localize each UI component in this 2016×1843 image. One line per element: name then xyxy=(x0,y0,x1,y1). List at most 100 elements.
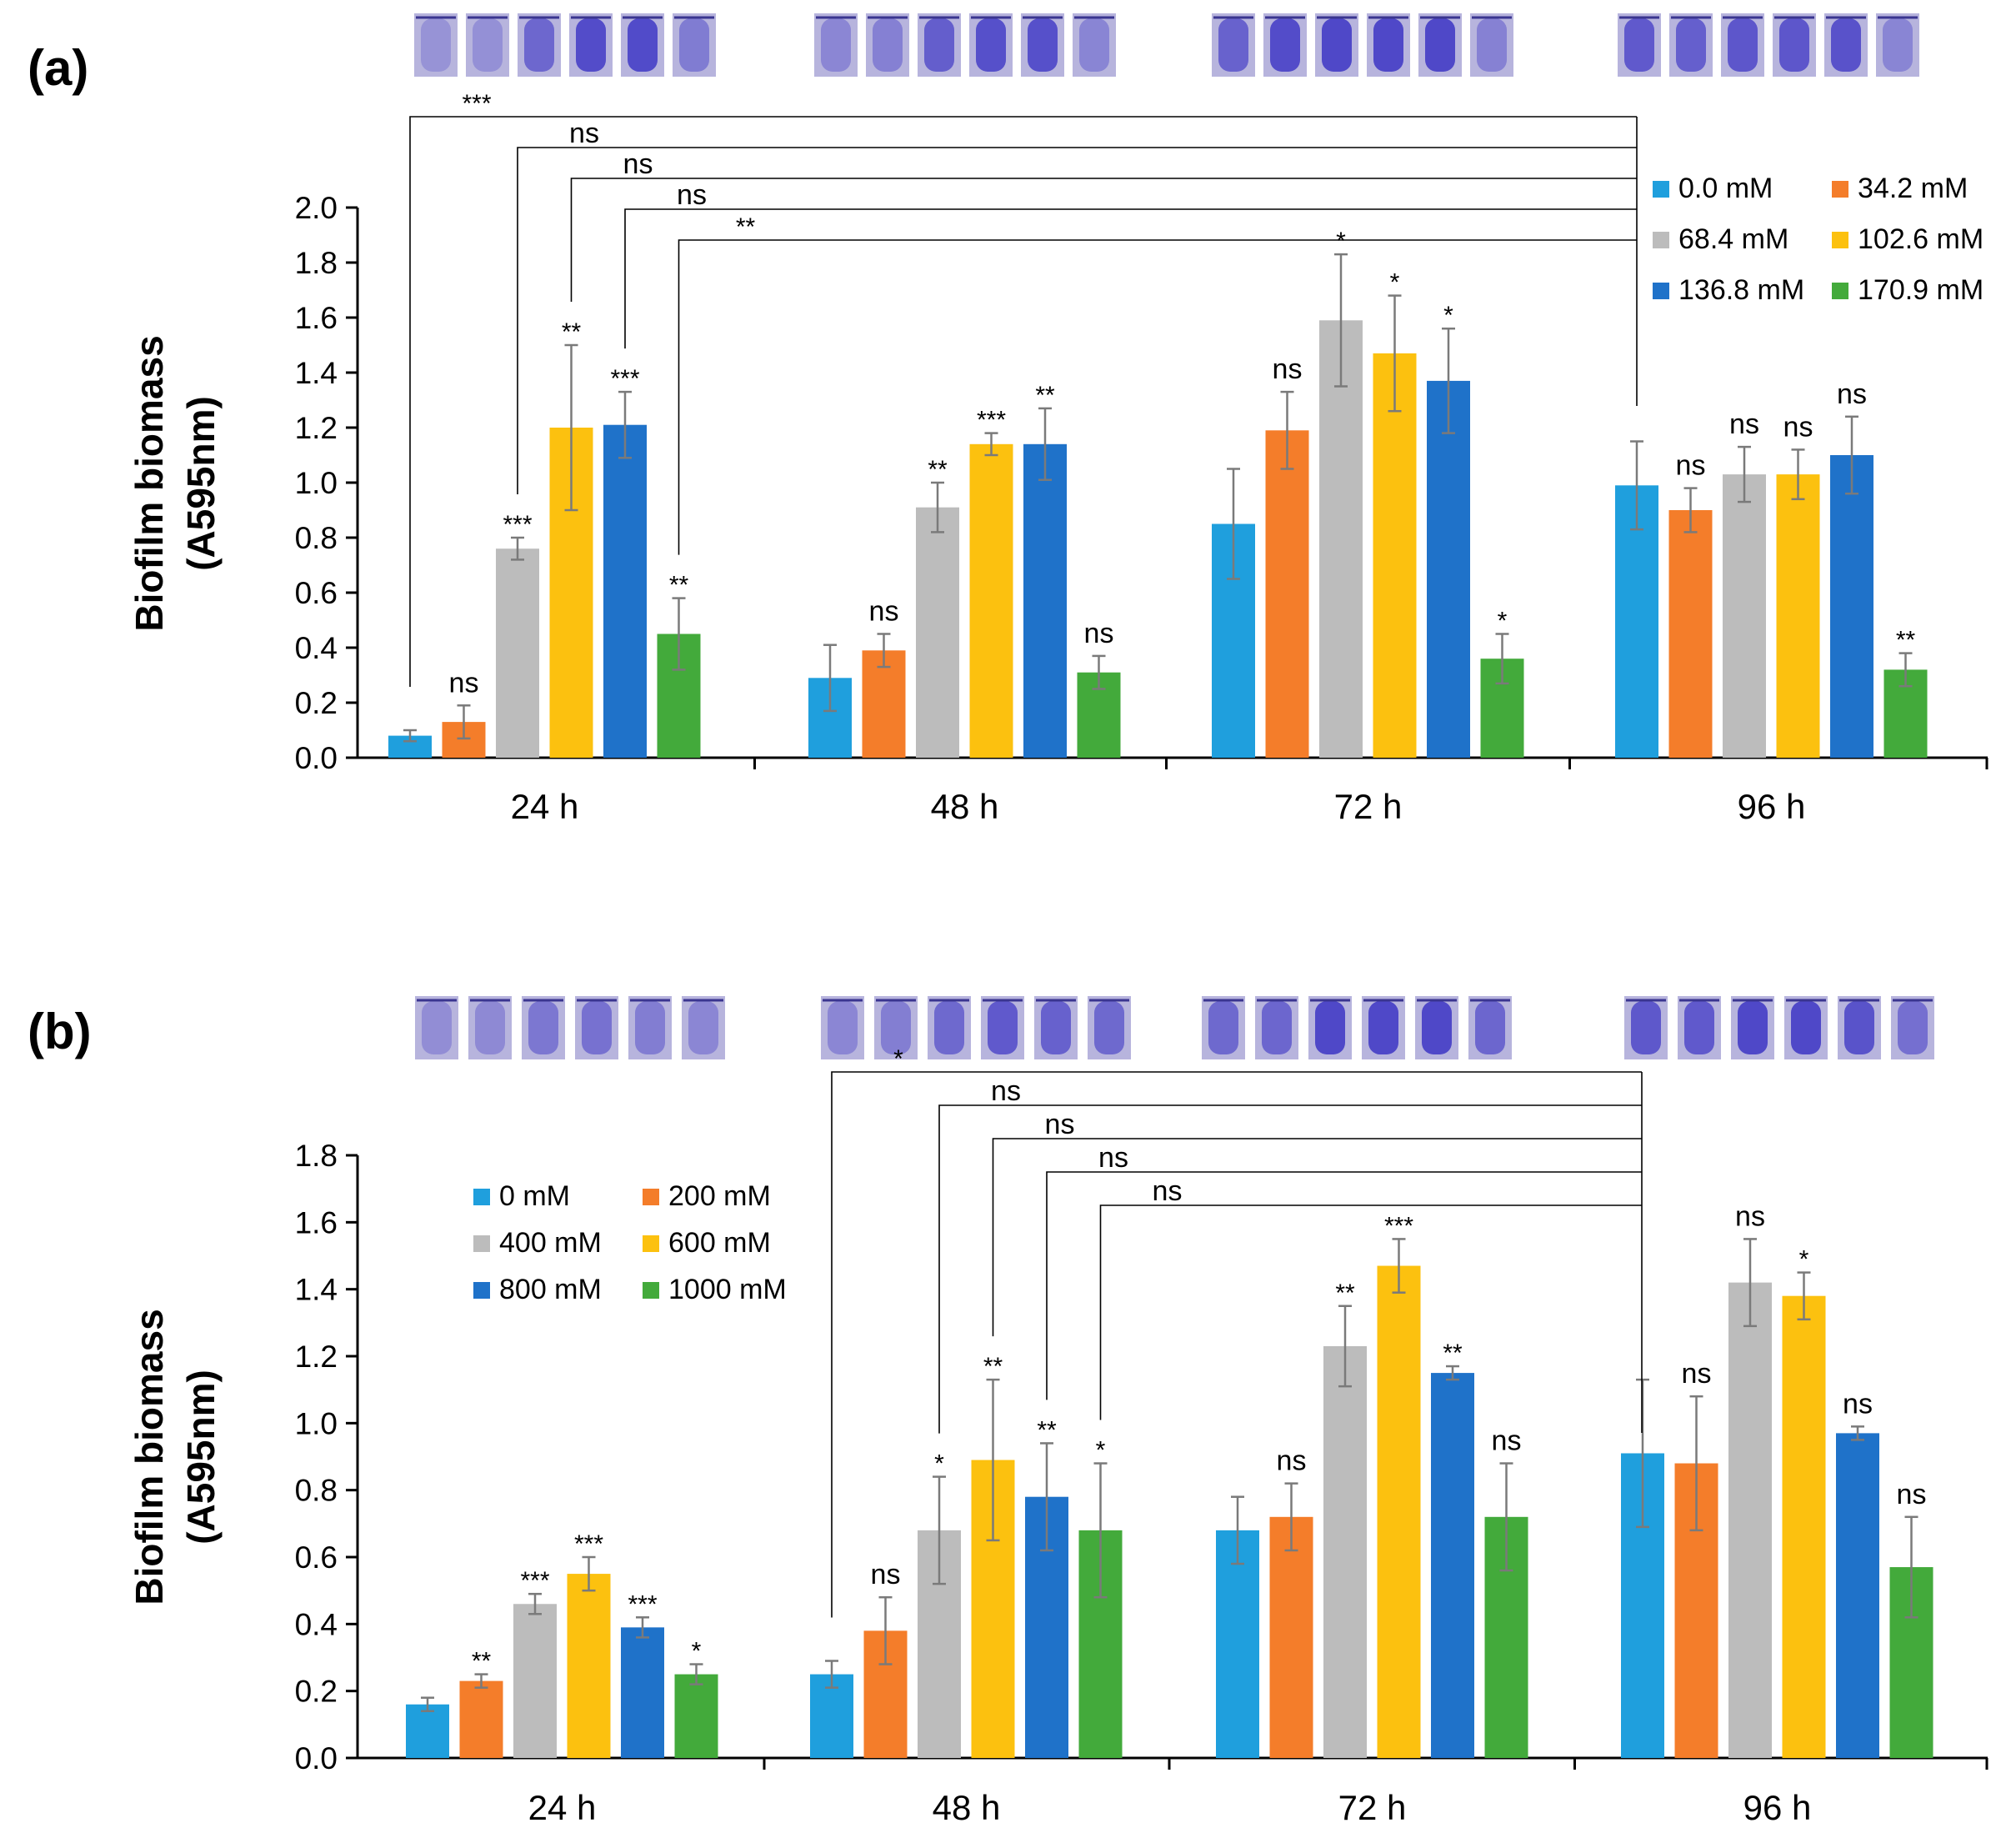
y-axis-title: Biofilm biomass xyxy=(128,335,171,631)
significance-label: ** xyxy=(1037,1416,1057,1444)
bar xyxy=(1377,1265,1421,1758)
legend-label: 34.2 mM xyxy=(1858,173,1968,204)
bar xyxy=(969,443,1013,758)
legend-swatch xyxy=(643,1282,659,1299)
legend-label: 0 mM xyxy=(499,1180,570,1212)
y-tick-label: 1.6 xyxy=(295,1205,338,1240)
y-tick-label: 0.8 xyxy=(295,1474,338,1508)
significance-label: ** xyxy=(472,1648,492,1675)
well-stain xyxy=(988,1001,1018,1054)
legend-label: 400 mM xyxy=(499,1227,602,1259)
y-tick-label: 1.0 xyxy=(295,1406,338,1440)
series-0-mM xyxy=(406,1378,1664,1758)
well-stain xyxy=(1738,1001,1768,1054)
y-tick-label: 0.2 xyxy=(295,1675,338,1709)
y-axis-title: Biofilm biomass xyxy=(128,1309,171,1605)
bar xyxy=(567,1574,611,1758)
significance-label: ** xyxy=(669,572,689,599)
significance-label: * xyxy=(1096,1437,1106,1465)
legend-label: 0.0 mM xyxy=(1678,173,1773,204)
bar xyxy=(1319,320,1363,758)
significance-label: ns xyxy=(1837,378,1867,410)
y-tick-label: 0.4 xyxy=(295,631,338,665)
bar xyxy=(1782,1295,1826,1758)
significance-label: * xyxy=(1799,1246,1809,1274)
significance-label: * xyxy=(934,1450,944,1478)
series-400-mM: ******ns xyxy=(513,1200,1772,1758)
well-stain xyxy=(1422,1001,1452,1054)
x-tick-label: 96 h xyxy=(1738,787,1806,826)
comparison-bracket xyxy=(938,1104,1642,1434)
well-stain xyxy=(1094,1001,1124,1054)
well-stain xyxy=(473,18,503,72)
x-tick-label: 24 h xyxy=(511,787,579,826)
y-tick-label: 0.4 xyxy=(295,1607,338,1641)
significance-label: ns xyxy=(871,1559,901,1590)
comparison-bracket xyxy=(570,178,1637,302)
panel-label: (b) xyxy=(28,1004,92,1059)
well-stain xyxy=(1791,1001,1821,1054)
legend-swatch xyxy=(1832,181,1848,198)
significance-label: ** xyxy=(1035,382,1055,409)
comparison-bracket xyxy=(831,1071,1642,1618)
legend-swatch xyxy=(473,1189,490,1205)
well-stain xyxy=(1028,18,1058,72)
significance-label: ns xyxy=(1729,408,1759,440)
bar xyxy=(1723,474,1766,758)
well-stain xyxy=(934,1001,964,1054)
significance-label: ns xyxy=(1682,1358,1712,1390)
significance-label: *** xyxy=(628,1590,657,1618)
x-tick-label: 48 h xyxy=(933,1788,1001,1827)
well-stain xyxy=(1684,1001,1714,1054)
well-stain xyxy=(828,1001,858,1054)
comparison-label: ns xyxy=(677,179,707,211)
x-tick-label: 96 h xyxy=(1743,1788,1812,1827)
y-axis-label: Biofilm biomass (A595nm) xyxy=(128,335,223,631)
well-stain xyxy=(976,18,1006,72)
bar xyxy=(1023,443,1067,758)
significance-label: * xyxy=(1498,608,1508,635)
bar xyxy=(1776,474,1820,758)
significance-label: ** xyxy=(1443,1340,1463,1367)
well-stain xyxy=(475,1001,505,1054)
x-tick-label: 72 h xyxy=(1334,787,1403,826)
well-stain xyxy=(1898,1001,1928,1054)
y-tick-label: 0.0 xyxy=(295,1741,338,1775)
comparison-label: ns xyxy=(1045,1109,1075,1140)
well-image xyxy=(866,13,909,77)
y-tick-label: 1.8 xyxy=(295,246,338,280)
legend-label: 200 mM xyxy=(668,1180,771,1212)
panel-label: (a) xyxy=(28,40,88,96)
bar xyxy=(1668,510,1713,758)
legend-swatch xyxy=(1653,232,1669,248)
legend-swatch xyxy=(473,1282,490,1299)
significance-label: ns xyxy=(449,667,479,699)
comparison-bracket xyxy=(517,147,1637,494)
significance-label: ** xyxy=(562,318,582,346)
significance-label: ns xyxy=(1843,1388,1873,1420)
legend: 0 mM 200 mM 400 mM 600 mM 800 mM 1000 mM xyxy=(473,1180,787,1305)
comparison-label: ns xyxy=(1153,1175,1183,1207)
well-image xyxy=(821,996,864,1059)
y-axis-unit: (A595nm) xyxy=(179,1370,223,1545)
comparison-bracket xyxy=(1046,1171,1642,1400)
well-image xyxy=(468,996,512,1059)
well-stain xyxy=(1676,18,1706,72)
y-tick-label: 1.4 xyxy=(295,1273,338,1307)
bar xyxy=(916,507,959,758)
series-170_9-mM: **ns *** xyxy=(657,572,1928,758)
bar xyxy=(1265,430,1309,758)
significance-label: ns xyxy=(1897,1479,1927,1510)
well-image xyxy=(1073,13,1116,77)
bar xyxy=(1830,455,1873,758)
y-tick-label: 0.2 xyxy=(295,686,338,720)
well-stain xyxy=(1631,1001,1661,1054)
well-stain xyxy=(679,18,709,72)
significance-label: * xyxy=(1443,302,1453,329)
well-image xyxy=(414,13,458,77)
legend-swatch xyxy=(473,1235,490,1252)
legend-swatch xyxy=(1832,283,1848,299)
significance-label: *** xyxy=(574,1530,603,1558)
